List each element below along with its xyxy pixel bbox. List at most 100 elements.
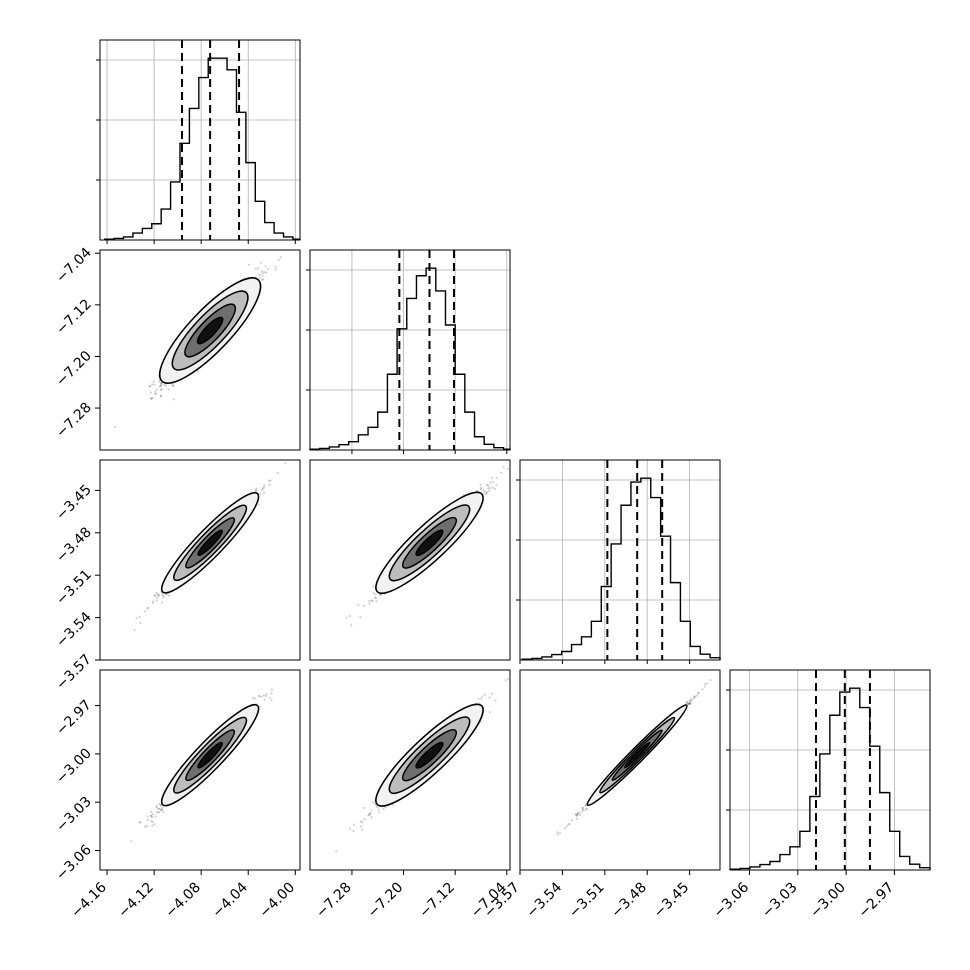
scatter-point (162, 810, 165, 814)
y-tick-label: −7.28 (53, 400, 95, 442)
scatter-point (359, 615, 362, 619)
histogram-step (104, 57, 301, 240)
scatter-point (361, 828, 364, 831)
panel-p2 (516, 459, 721, 664)
scatter-point (160, 387, 163, 391)
scatter-point (489, 481, 492, 484)
scatter-point (155, 388, 158, 391)
scatter-point (167, 594, 171, 597)
scatter-point (277, 258, 280, 261)
scatter-point (160, 382, 163, 385)
scatter-point (152, 823, 156, 826)
scatter-point (263, 698, 266, 701)
scatter-point (150, 810, 153, 813)
scatter-point (488, 711, 491, 714)
scatter-point (374, 597, 378, 600)
scatter-point (522, 442, 524, 444)
panel-p0 (96, 39, 301, 244)
scatter-point (264, 694, 268, 698)
scatter-point (114, 426, 117, 429)
scatter-point (151, 820, 155, 823)
scatter-point (139, 821, 142, 824)
scatter-point (146, 815, 149, 818)
scatter-point (370, 599, 373, 602)
scatter-point (495, 476, 498, 480)
scatter-point (158, 810, 161, 814)
scatter-point (372, 592, 375, 595)
scatter-point (480, 486, 483, 489)
scatter-point (264, 265, 267, 268)
scatter-point (268, 483, 271, 486)
scatter-point (349, 827, 352, 830)
scatter-point (163, 383, 166, 386)
y-tick-label: −3.57 (53, 652, 95, 694)
scatter-point (259, 492, 262, 495)
panel-frame (99, 249, 301, 451)
scatter-point (488, 486, 492, 490)
scatter-point (370, 816, 373, 819)
scatter-point (139, 621, 142, 624)
histogram-step (729, 687, 931, 870)
scatter-point (138, 615, 141, 618)
scatter-point (368, 600, 371, 603)
y-tick-label: −3.54 (53, 609, 95, 651)
scatter-point (135, 616, 138, 620)
scatter-point (688, 700, 691, 703)
scatter-point (164, 384, 168, 387)
scatter-point (270, 688, 273, 691)
scatter-point (259, 261, 262, 264)
scatter-point (491, 480, 495, 483)
scatter-point (490, 692, 493, 695)
scatter-point (262, 694, 266, 697)
scatter-point (165, 593, 168, 596)
scatter-point (348, 614, 351, 618)
scatter-point (162, 596, 165, 599)
scatter-point (270, 692, 273, 695)
scatter-point (167, 388, 170, 391)
scatter-point (372, 585, 375, 588)
scatter-point (265, 271, 268, 274)
scatter-point (502, 466, 505, 469)
scatter-point (143, 610, 147, 613)
scatter-point (156, 811, 160, 814)
scatter-point (345, 616, 348, 619)
scatter-point (361, 821, 364, 824)
scatter-point (371, 599, 374, 603)
y-tick-label: −3.51 (53, 567, 95, 609)
y-tick-label: −3.03 (53, 794, 95, 836)
scatter-point (154, 390, 157, 393)
scatter-point (197, 369, 200, 373)
scatter-point (160, 808, 164, 811)
scatter-point (160, 382, 163, 386)
scatter-point (374, 596, 377, 599)
scatter-point (150, 814, 153, 818)
scatter-point (155, 591, 158, 594)
scatter-point (495, 483, 498, 486)
scatter-point (261, 488, 264, 491)
scatter-point (255, 487, 258, 490)
scatter-point (261, 278, 265, 281)
scatter-point (697, 692, 700, 695)
x-tick-label: −3.06 (711, 879, 753, 921)
scatter-point (563, 827, 567, 830)
scatter-point (161, 806, 164, 809)
scatter-point (257, 503, 261, 506)
scatter-point (157, 807, 160, 810)
scatter-point (477, 697, 480, 701)
scatter-point (144, 825, 147, 828)
scatter-point (488, 489, 491, 493)
scatter-point (368, 813, 371, 816)
scatter-point (486, 490, 489, 494)
scatter-point (150, 820, 153, 823)
scatter-point (261, 274, 264, 277)
scatter-point (154, 392, 157, 395)
scatter-point (258, 277, 261, 280)
y-tick-label: −3.00 (53, 745, 95, 787)
scatter-point (384, 806, 387, 809)
scatter-point (488, 696, 491, 699)
panel-frame (309, 459, 511, 661)
scatter-point (258, 705, 262, 708)
scatter-point (254, 697, 257, 700)
x-tick-label: −3.00 (807, 880, 849, 922)
